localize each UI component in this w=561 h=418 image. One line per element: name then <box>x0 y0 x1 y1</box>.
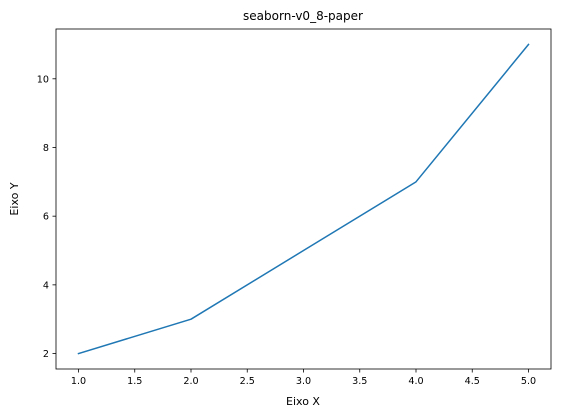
x-tick-label: 4.0 <box>408 376 423 387</box>
x-tick-label: 1.5 <box>127 376 142 387</box>
y-tick-label: 10 <box>37 74 49 85</box>
x-tick-label: 4.5 <box>465 376 480 387</box>
y-tick-label: 6 <box>43 212 49 223</box>
x-tick-label: 3.0 <box>296 376 311 387</box>
y-tick-label: 2 <box>43 349 49 360</box>
y-tick-label: 8 <box>43 143 49 154</box>
chart-title: seaborn-v0_8-paper <box>243 9 363 23</box>
y-tick-label: 4 <box>43 280 49 291</box>
x-axis-label: Eixo X <box>286 395 320 408</box>
x-tick-label: 5.0 <box>521 376 536 387</box>
x-tick-label: 1.0 <box>71 376 86 387</box>
x-tick-label: 3.5 <box>352 376 367 387</box>
x-tick-label: 2.0 <box>183 376 198 387</box>
x-tick-label: 2.5 <box>240 376 255 387</box>
y-axis-label: Eixo Y <box>8 182 21 215</box>
